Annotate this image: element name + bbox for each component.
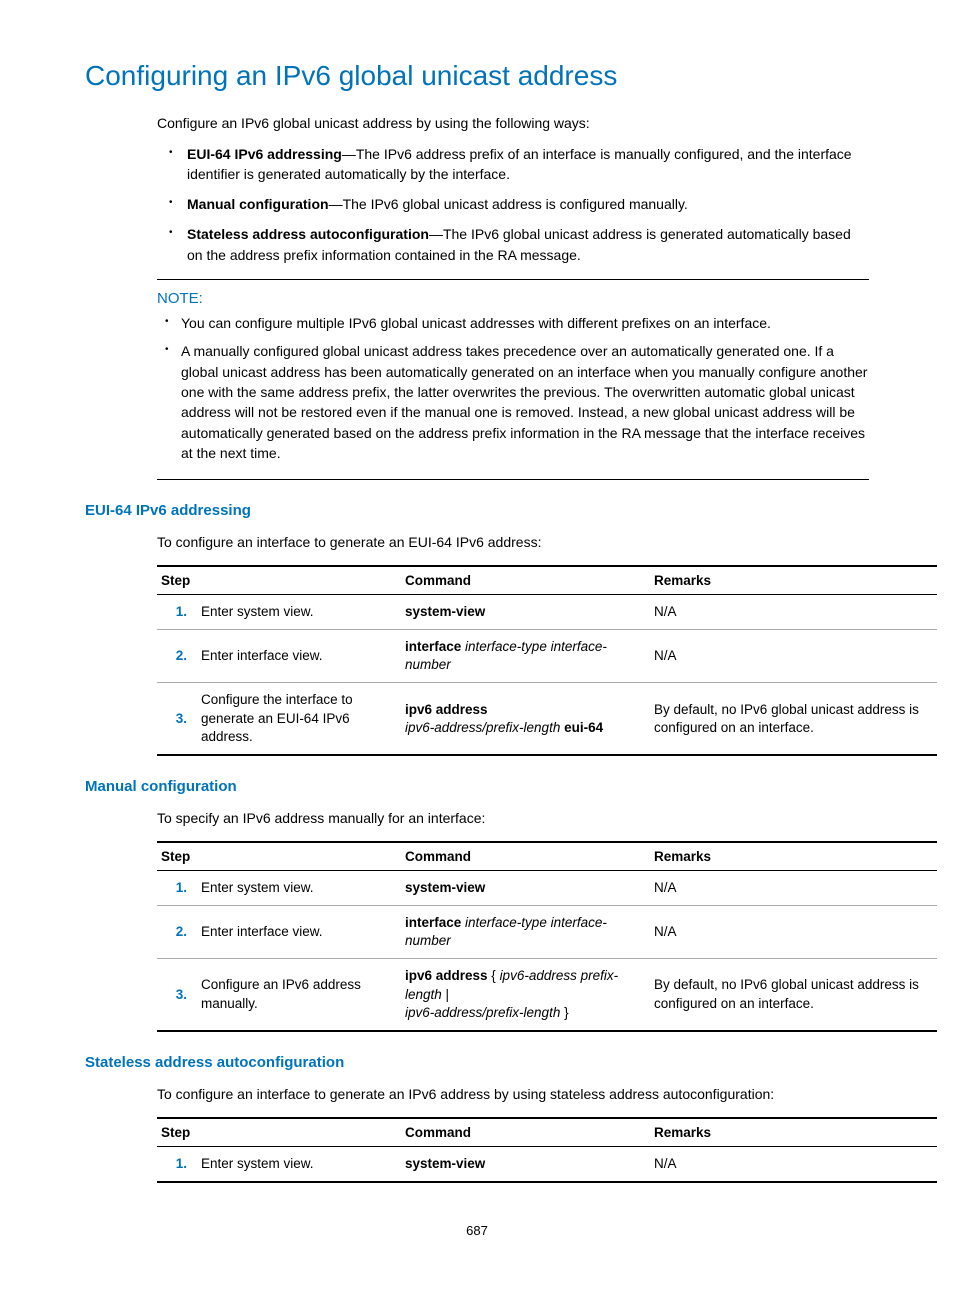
way-item: Stateless address autoconfiguration—The … — [187, 224, 869, 265]
command-cell: interface interface-type interface-numbe… — [401, 905, 650, 958]
section-intro: To configure an interface to generate an… — [157, 1085, 869, 1105]
section-intro: To configure an interface to generate an… — [157, 533, 869, 553]
table-row: 3. Configure an IPv6 address manually. i… — [157, 959, 937, 1031]
command-cell: interface interface-type interface-numbe… — [401, 629, 650, 682]
table-row: 2. Enter interface view. interface inter… — [157, 629, 937, 682]
note-item: A manually configured global unicast add… — [181, 341, 869, 463]
note-list: You can configure multiple IPv6 global u… — [157, 313, 869, 463]
table-row: 1. Enter system view. system-view N/A — [157, 870, 937, 905]
manual-table: Step Command Remarks 1. Enter system vie… — [157, 841, 937, 1032]
command-cell: system-view — [401, 870, 650, 905]
col-command: Command — [401, 1118, 650, 1147]
section-heading-eui64: EUI-64 IPv6 addressing — [85, 502, 869, 519]
section-intro: To specify an IPv6 address manually for … — [157, 809, 869, 829]
table-row: 1. Enter system view. system-view N/A — [157, 594, 937, 629]
command-cell: ipv6 address ipv6-address/prefix-length … — [401, 683, 650, 755]
section-heading-manual: Manual configuration — [85, 778, 869, 795]
way-item: EUI-64 IPv6 addressing—The IPv6 address … — [187, 144, 869, 185]
note-label: NOTE: — [157, 290, 869, 307]
way-item: Manual configuration—The IPv6 global uni… — [187, 194, 869, 214]
command-cell: system-view — [401, 1146, 650, 1182]
section-heading-stateless: Stateless address autoconfiguration — [85, 1054, 869, 1071]
table-row: 2. Enter interface view. interface inter… — [157, 905, 937, 958]
col-remarks: Remarks — [650, 566, 937, 595]
col-step: Step — [157, 842, 401, 871]
col-step: Step — [157, 1118, 401, 1147]
note-box: NOTE: You can configure multiple IPv6 gl… — [157, 279, 869, 480]
col-command: Command — [401, 842, 650, 871]
ways-list: EUI-64 IPv6 addressing—The IPv6 address … — [157, 144, 869, 265]
col-remarks: Remarks — [650, 1118, 937, 1147]
col-step: Step — [157, 566, 401, 595]
table-row: 3. Configure the interface to generate a… — [157, 683, 937, 755]
page-number: 687 — [85, 1223, 869, 1238]
note-item: You can configure multiple IPv6 global u… — [181, 313, 869, 333]
command-cell: ipv6 address { ipv6-address prefix-lengt… — [401, 959, 650, 1031]
col-remarks: Remarks — [650, 842, 937, 871]
page-title: Configuring an IPv6 global unicast addre… — [85, 60, 869, 92]
intro-text: Configure an IPv6 global unicast address… — [157, 114, 869, 134]
eui64-table: Step Command Remarks 1. Enter system vie… — [157, 565, 937, 756]
stateless-table: Step Command Remarks 1. Enter system vie… — [157, 1117, 937, 1183]
command-cell: system-view — [401, 594, 650, 629]
table-row: 1. Enter system view. system-view N/A — [157, 1146, 937, 1182]
col-command: Command — [401, 566, 650, 595]
